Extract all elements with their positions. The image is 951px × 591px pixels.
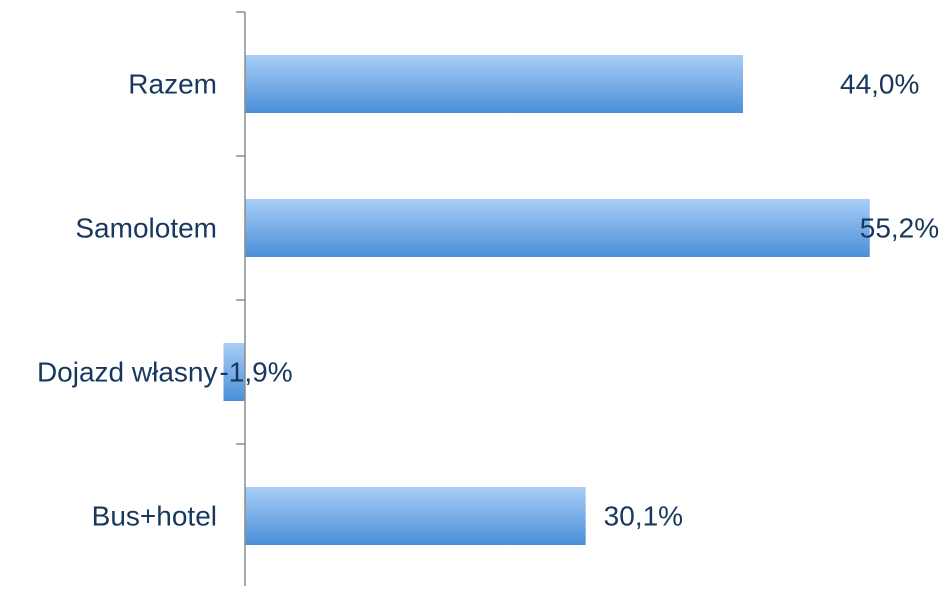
data-label: 55,2% [860, 213, 939, 244]
data-label: -1,9% [219, 357, 292, 388]
category-label: Razem [128, 69, 217, 100]
category-label: Dojazd własny [37, 357, 218, 388]
data-label: 30,1% [604, 501, 683, 532]
data-label: 44,0% [840, 69, 919, 100]
category-label: Samolotem [75, 213, 217, 244]
category-label: Bus+hotel [92, 501, 217, 532]
bar-0 [245, 55, 743, 113]
bar-2 [223, 343, 245, 401]
bar-3 [245, 487, 586, 545]
bar-1 [245, 199, 870, 257]
